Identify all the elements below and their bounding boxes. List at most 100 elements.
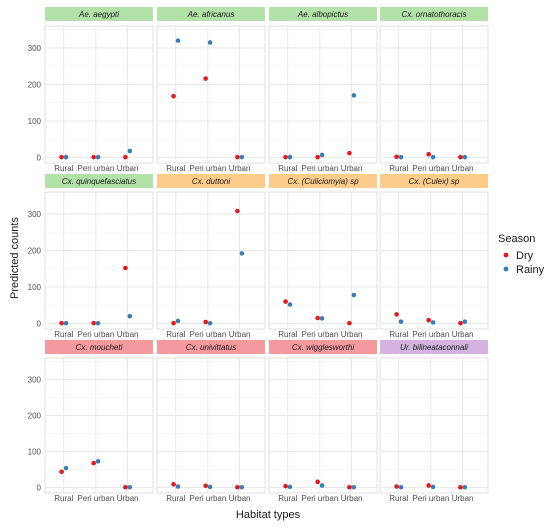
point-dry <box>458 484 463 490</box>
point-dry <box>283 299 288 304</box>
point-rainy <box>95 459 101 464</box>
x-tick-label: Peri urban <box>77 494 114 503</box>
facet-strip <box>45 174 153 188</box>
x-tick-label: Rural <box>166 494 185 503</box>
x-tick-label: Rural <box>54 164 73 173</box>
y-tick-label: 0 <box>37 154 42 163</box>
point-rainy <box>95 320 101 326</box>
facet-strip-label: Cx. moucheti <box>76 343 123 352</box>
point-dry <box>394 484 399 489</box>
y-tick-label: 100 <box>28 117 42 126</box>
facet-strip-label: Cx. wigglesworthi <box>292 343 354 352</box>
facet-panel: Cx. duttoni Rural Peri urban Urban <box>156 174 266 339</box>
y-tick-label: 0 <box>37 484 42 493</box>
facet-strip <box>269 174 377 188</box>
legend-label-dry: Dry <box>516 250 534 262</box>
legend-dot-dry <box>503 252 509 258</box>
facet-strip <box>45 340 153 354</box>
point-rainy <box>430 484 436 490</box>
facet-strip-label: Cx. duttoni <box>192 177 230 186</box>
facet-strip <box>269 7 377 21</box>
x-tick-label: Rural <box>166 330 185 339</box>
point-dry <box>315 154 320 160</box>
point-rainy <box>351 484 357 490</box>
x-tick-label: Urban <box>229 164 251 173</box>
facet-strip-label: Ae. albopictus <box>297 10 348 19</box>
y-tick-label: 300 <box>28 44 42 53</box>
point-rainy <box>207 40 213 45</box>
point-dry <box>235 484 240 490</box>
point-rainy <box>175 38 181 43</box>
facet-strip-label: Cx. (Culiciomyia) sp <box>287 177 359 186</box>
point-dry <box>203 483 208 489</box>
point-dry <box>203 76 208 81</box>
point-dry <box>123 265 128 271</box>
point-dry <box>283 483 288 489</box>
y-tick-label: 100 <box>28 283 42 292</box>
point-dry <box>235 154 240 160</box>
point-rainy <box>95 154 101 160</box>
x-tick-label: Peri urban <box>189 494 226 503</box>
x-tick-label: Urban <box>117 164 139 173</box>
point-rainy <box>319 483 325 488</box>
point-rainy <box>287 154 293 160</box>
facet-strip <box>45 7 153 21</box>
x-tick-label: Peri urban <box>301 164 338 173</box>
point-dry <box>235 208 240 214</box>
panel-background <box>379 357 489 494</box>
x-tick-label: Rural <box>278 494 297 503</box>
x-tick-label: Peri urban <box>77 164 114 173</box>
point-rainy <box>63 154 69 160</box>
point-dry <box>394 312 399 317</box>
point-rainy <box>430 320 436 325</box>
point-rainy <box>462 319 468 324</box>
x-tick-label: Urban <box>341 494 363 503</box>
facet-strip-label: Ae. africanus <box>187 10 235 19</box>
point-dry <box>123 154 128 160</box>
facet-strip <box>157 174 265 188</box>
x-tick-label: Urban <box>229 494 251 503</box>
x-tick-label: Urban <box>341 164 363 173</box>
x-tick-label: Rural <box>54 330 73 339</box>
point-dry <box>91 154 96 160</box>
point-dry <box>171 93 176 99</box>
point-rainy <box>351 93 357 98</box>
point-rainy <box>175 484 181 489</box>
point-dry <box>123 484 128 490</box>
y-axis-title: Predicted counts <box>9 217 21 299</box>
point-rainy <box>398 319 404 324</box>
point-dry <box>458 154 463 160</box>
y-tick-label: 200 <box>28 80 42 89</box>
point-rainy <box>63 465 69 471</box>
panel-background <box>268 357 378 494</box>
x-tick-label: Peri urban <box>301 494 338 503</box>
facet-strip-label: Ae. aegypti <box>78 10 119 19</box>
x-tick-label: Peri urban <box>77 330 114 339</box>
point-rainy <box>287 302 293 307</box>
x-tick-label: Urban <box>452 330 474 339</box>
facet-panel: Cx. univittatus Rural Peri urban Urban <box>156 340 266 503</box>
panel-background <box>379 25 489 164</box>
x-tick-label: Peri urban <box>412 330 449 339</box>
panel-background <box>268 25 378 164</box>
x-tick-label: Rural <box>166 164 185 173</box>
point-dry <box>426 317 431 323</box>
facet-strip <box>269 340 377 354</box>
point-rainy <box>207 320 213 326</box>
legend-dot-rainy <box>503 266 509 272</box>
facet-panel: Cx. wigglesworthi Rural Peri urban Urban <box>268 340 378 503</box>
y-tick-label: 200 <box>28 412 42 421</box>
facet-panel: Ae. aegypti 0 100 200 300 Rural Peri urban Urba… <box>28 7 154 173</box>
panel-background <box>44 191 154 330</box>
point-dry <box>59 320 64 326</box>
facet-panel: Cx. ornatothoracis Rural Peri urban Urban <box>379 7 489 173</box>
point-dry <box>394 154 399 160</box>
point-dry <box>347 150 352 156</box>
point-dry <box>59 154 64 160</box>
point-rainy <box>319 316 325 321</box>
point-dry <box>203 319 208 325</box>
point-dry <box>59 469 64 475</box>
facet-panel: Ur. bilineataconnali Rural Peri urban Urban <box>379 340 489 503</box>
point-dry <box>347 320 352 326</box>
